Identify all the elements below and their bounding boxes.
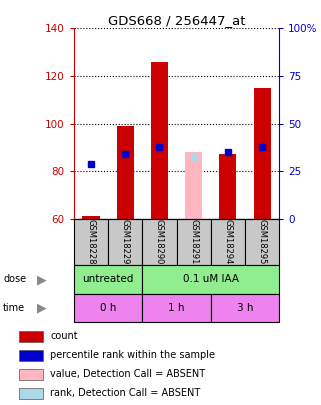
Text: GSM18294: GSM18294 [223,219,232,265]
Text: GSM18290: GSM18290 [155,219,164,265]
Text: dose: dose [3,275,26,284]
Text: 3 h: 3 h [237,303,253,313]
Bar [219,154,237,219]
Bar [211,219,245,265]
Text: GSM18295: GSM18295 [258,219,267,265]
Text: GSM18228: GSM18228 [86,219,95,265]
Text: 0.1 uM IAA: 0.1 uM IAA [183,275,239,284]
Bar [142,265,279,294]
Text: ▶: ▶ [37,301,47,314]
Text: GSM18291: GSM18291 [189,219,198,265]
Bar [245,219,279,265]
Text: ▶: ▶ [37,273,47,286]
Bar [151,62,168,219]
Bar [142,219,177,265]
Title: GDS668 / 256447_at: GDS668 / 256447_at [108,14,245,27]
Text: untreated: untreated [82,275,134,284]
Text: count: count [50,331,78,341]
Bar [74,265,142,294]
Bar [177,219,211,265]
Bar [254,88,271,219]
Text: rank, Detection Call = ABSENT: rank, Detection Call = ABSENT [50,388,201,398]
Text: GSM18229: GSM18229 [121,219,130,265]
Bar [19,369,43,379]
Bar [108,219,142,265]
Bar [19,388,43,399]
Bar [19,330,43,342]
Text: 1 h: 1 h [168,303,185,313]
Bar [211,294,279,322]
Bar [19,350,43,361]
Text: percentile rank within the sample: percentile rank within the sample [50,350,215,360]
Text: time: time [3,303,25,313]
Text: value, Detection Call = ABSENT: value, Detection Call = ABSENT [50,369,205,379]
Bar [142,294,211,322]
Bar [185,152,202,219]
Bar [74,219,108,265]
Text: 0 h: 0 h [100,303,116,313]
Bar [82,216,100,219]
Bar [117,126,134,219]
Bar [74,294,142,322]
